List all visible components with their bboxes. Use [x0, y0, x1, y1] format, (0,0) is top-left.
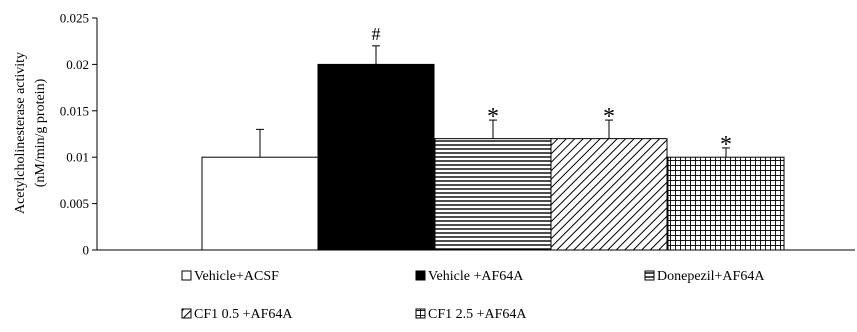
legend-swatch — [415, 308, 426, 319]
significance-mark: * — [487, 104, 499, 130]
y-tick-label: 0.02 — [66, 57, 89, 72]
y-tick-label: 0.005 — [60, 196, 89, 211]
bar — [201, 156, 319, 251]
significance-mark: # — [372, 24, 381, 44]
y-tick-label: 0.01 — [66, 150, 89, 165]
significance-mark: * — [603, 104, 615, 130]
y-axis-label: Acetylcholinesterase activity — [13, 52, 28, 214]
y-tick-label: 0.025 — [60, 11, 89, 26]
y-axis-label-unit: (nM/min/g protein) — [33, 78, 48, 187]
legend-swatch — [415, 270, 426, 281]
legend-label: Vehicle+ACSF — [194, 269, 279, 284]
legend-label: Vehicle +AF64A — [428, 269, 524, 284]
bars: # * * * — [201, 24, 785, 251]
bar — [667, 156, 785, 251]
legend-label: Donepezil+AF64A — [657, 269, 765, 284]
y-tick-label: 0 — [83, 243, 90, 258]
bar — [317, 63, 435, 251]
y-tick-label: 0.015 — [60, 103, 89, 118]
legend-label: CF1 2.5 +AF64A — [428, 307, 527, 322]
legend-label: CF1 0.5 +AF64A — [194, 307, 293, 322]
legend-swatch — [644, 270, 655, 281]
bar — [434, 138, 552, 251]
legend-swatch — [181, 270, 192, 281]
bar — [550, 138, 668, 251]
legend-swatch — [181, 308, 192, 319]
significance-mark: * — [720, 132, 732, 158]
legend: Vehicle+ACSF Vehicle +AF64A Donepezil+AF64… — [181, 269, 765, 322]
